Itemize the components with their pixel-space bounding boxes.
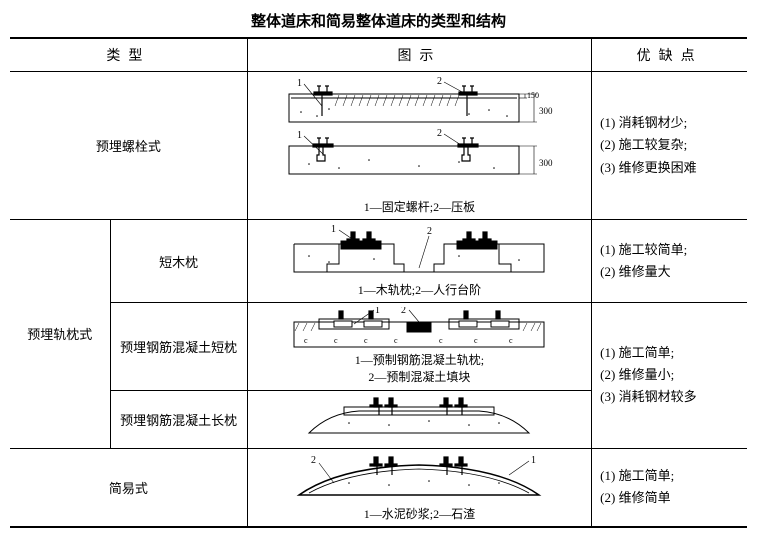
pro-item: (1) 消耗钢材少; (600, 112, 739, 134)
pros-cell: (1) 施工简单; (2) 维修量小; (3) 消耗钢材较多 (592, 303, 747, 449)
pros-cell: (1) 消耗钢材少; (2) 施工较复杂; (3) 维修更换困难 (592, 72, 747, 220)
svg-short-wood: 1 2 (279, 224, 559, 279)
diagram-cell (247, 390, 591, 448)
pro-item: (1) 施工较简单; (600, 239, 739, 261)
type-cell: 预埋螺栓式 (10, 72, 247, 220)
svg-text:300: 300 (539, 158, 553, 168)
svg-rc-short: c c c c c c c 1 2 (279, 307, 559, 352)
dim-label: 300 (539, 106, 553, 116)
table-row: 预埋螺栓式 (10, 72, 747, 220)
diagram-short-wood: 1 2 1—木轨枕;2—人行台阶 (279, 224, 559, 298)
pro-item: (2) 维修简单 (600, 487, 739, 509)
subtype-cell: 预埋钢筋混凝土长枕 (110, 390, 247, 448)
svg-text:2: 2 (401, 307, 406, 316)
svg-embedded-bolt: 1 2 150 300 (269, 76, 569, 196)
main-table: 类型 图示 优缺点 预埋螺栓式 (10, 37, 747, 528)
table-row: 简易式 (10, 448, 747, 527)
pro-item: (2) 施工较复杂; (600, 134, 739, 156)
col-header-pros: 优缺点 (592, 38, 747, 72)
svg-text:c: c (474, 336, 478, 345)
pro-item: (1) 施工简单; (600, 342, 739, 364)
svg-text:1: 1 (375, 307, 380, 316)
svg-text:c: c (394, 336, 398, 345)
svg-text:c: c (334, 336, 338, 345)
diagram-caption: 1—固定螺杆;2—压板 (269, 198, 569, 215)
pro-item: (3) 维修更换困难 (600, 157, 739, 179)
page-container: 整体道床和简易整体道床的类型和结构 类型 图示 优缺点 预埋螺栓式 (10, 10, 747, 528)
diagram-cell: c c c c c c c 1 2 (247, 303, 591, 391)
subtype-label: 预埋钢筋混凝土长枕 (120, 413, 237, 428)
pro-item: (2) 维修量大 (600, 261, 739, 283)
subtype-label: 短木枕 (159, 255, 198, 270)
diagram-rc-long (289, 395, 549, 440)
pros-cell: (1) 施工较简单; (2) 维修量大 (592, 220, 747, 303)
header-row: 类型 图示 优缺点 (10, 38, 747, 72)
subtype-cell: 短木枕 (110, 220, 247, 303)
dim-label: 150 (527, 91, 539, 100)
table-row: 预埋钢筋混凝土短枕 (10, 303, 747, 391)
svg-text:2: 2 (311, 455, 316, 466)
diagram-caption: 1—木轨枕;2—人行台阶 (279, 281, 559, 298)
diagram-caption: 1—水泥砂浆;2—石渣 (279, 505, 559, 522)
type-label: 预埋轨枕式 (27, 327, 92, 342)
diagram-simple: 1 2 1—水泥砂浆;2—石渣 (279, 453, 559, 522)
type-label: 预埋螺栓式 (96, 139, 161, 154)
diagram-rc-short: c c c c c c c 1 2 (279, 307, 559, 386)
svg-text:c: c (439, 336, 443, 345)
svg-text:1: 1 (331, 224, 336, 235)
diagram-embedded-bolt: 1 2 150 300 (269, 76, 569, 215)
svg-text:c: c (304, 336, 308, 345)
svg-text:2: 2 (437, 128, 442, 139)
svg-simple: 1 2 (279, 453, 559, 503)
diagram-label-1: 1 (297, 78, 302, 89)
table-title: 整体道床和简易整体道床的类型和结构 (10, 10, 747, 31)
svg-text:2: 2 (427, 226, 432, 237)
diagram-label-2: 2 (437, 76, 442, 87)
type-label: 简易式 (109, 481, 148, 496)
caption-line: 2—预制混凝土填块 (279, 369, 559, 386)
pro-item: (1) 施工简单; (600, 465, 739, 487)
subtype-cell: 预埋钢筋混凝土短枕 (110, 303, 247, 391)
type-cell: 预埋轨枕式 (10, 220, 110, 449)
svg-text:c: c (364, 336, 368, 345)
svg-rc-long (289, 395, 549, 440)
pro-item: (3) 消耗钢材较多 (600, 386, 739, 408)
diagram-cell: 1 2 1—木轨枕;2—人行台阶 (247, 220, 591, 303)
svg-text:1: 1 (531, 455, 536, 466)
svg-text:c: c (509, 336, 513, 345)
pro-item: (2) 维修量小; (600, 364, 739, 386)
svg-text:1: 1 (297, 130, 302, 141)
diagram-cell: 1 2 150 300 (247, 72, 591, 220)
caption-line: 1—预制钢筋混凝土轨枕; (279, 352, 559, 369)
col-header-type: 类型 (10, 38, 247, 72)
col-header-diagram: 图示 (247, 38, 591, 72)
type-cell: 简易式 (10, 448, 247, 527)
subtype-label: 预埋钢筋混凝土短枕 (120, 340, 237, 355)
pros-cell: (1) 施工简单; (2) 维修简单 (592, 448, 747, 527)
diagram-caption: 1—预制钢筋混凝土轨枕; 2—预制混凝土填块 (279, 352, 559, 386)
diagram-cell: 1 2 1—水泥砂浆;2—石渣 (247, 448, 591, 527)
table-row: 预埋轨枕式 短木枕 (10, 220, 747, 303)
